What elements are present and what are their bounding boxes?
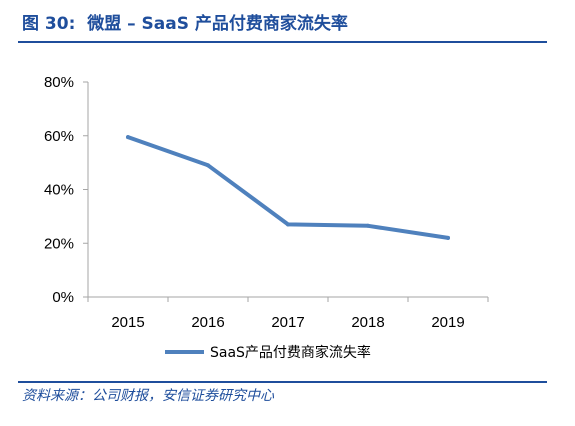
- source-note: 资料来源：公司财报，安信证券研究中心: [22, 388, 274, 404]
- data-point: [286, 222, 290, 227]
- data-point: [206, 163, 210, 168]
- y-tick-label: 80%: [44, 74, 74, 91]
- figure-title-text: 微盟 – SaaS 产品付费商家流失率: [87, 14, 348, 34]
- legend-label: SaaS产品付费商家流失率: [210, 344, 371, 361]
- data-point: [446, 235, 450, 240]
- x-tick-label: 2016: [191, 314, 224, 331]
- footer-rule: [18, 381, 547, 383]
- data-point: [366, 223, 370, 228]
- y-tick-label: 0%: [52, 289, 74, 306]
- x-tick-label: 2018: [351, 314, 384, 331]
- x-tick-label: 2015: [111, 314, 144, 331]
- y-tick-label: 20%: [44, 235, 74, 252]
- x-tick-label: 2019: [431, 314, 464, 331]
- figure-number: 图 30:: [22, 14, 76, 34]
- title-rule: [18, 41, 547, 43]
- data-point: [126, 135, 130, 140]
- y-tick-label: 40%: [44, 182, 74, 199]
- figure-title: 图 30: 微盟 – SaaS 产品付费商家流失率: [22, 12, 348, 36]
- y-tick-label: 60%: [44, 128, 74, 145]
- x-tick-label: 2017: [271, 314, 304, 331]
